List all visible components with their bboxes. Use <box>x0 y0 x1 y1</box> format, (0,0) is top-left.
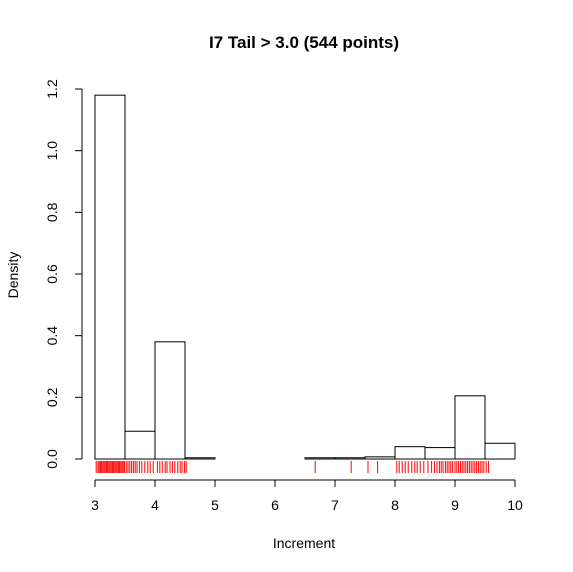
y-tick-label: 0.2 <box>44 387 60 407</box>
histogram-bar <box>124 430 156 460</box>
x-tick-label: 4 <box>151 497 159 513</box>
histogram-bar <box>484 442 516 460</box>
x-tick-label: 5 <box>211 497 219 513</box>
x-axis-label: Increment <box>273 535 335 551</box>
y-tick-label: 0.8 <box>44 202 60 222</box>
y-axis: 0.0 0.2 0.4 0.6 0.8 1.0 1.2 <box>44 79 83 469</box>
x-tick-label: 6 <box>271 497 279 513</box>
y-tick-label: 0.4 <box>44 326 60 346</box>
x-tick-label: 7 <box>331 497 339 513</box>
x-tick-label: 3 <box>91 497 99 513</box>
histogram-bar <box>454 395 486 460</box>
histogram-bar <box>364 456 396 460</box>
histogram-bar <box>394 446 426 460</box>
histogram-bars <box>94 94 516 460</box>
y-tick-label: 0.6 <box>44 264 60 284</box>
rug-marks <box>95 461 490 473</box>
x-axis: 3 4 5 6 7 8 9 10 <box>91 479 523 513</box>
x-tick-label: 10 <box>507 497 523 513</box>
histogram-bar <box>334 457 366 460</box>
y-tick-label: 1.2 <box>44 79 60 99</box>
chart-title: I7 Tail > 3.0 (544 points) <box>209 33 399 52</box>
y-tick-label: 0.0 <box>44 449 60 469</box>
histogram-bar <box>154 341 186 460</box>
histogram-bar <box>424 447 456 460</box>
histogram-bar <box>304 457 336 460</box>
x-tick-label: 9 <box>451 497 459 513</box>
histogram-bar <box>94 94 126 460</box>
histogram-bar <box>184 457 216 460</box>
y-tick-label: 1.0 <box>44 141 60 161</box>
y-axis-label: Density <box>5 252 21 299</box>
x-tick-label: 8 <box>391 497 399 513</box>
